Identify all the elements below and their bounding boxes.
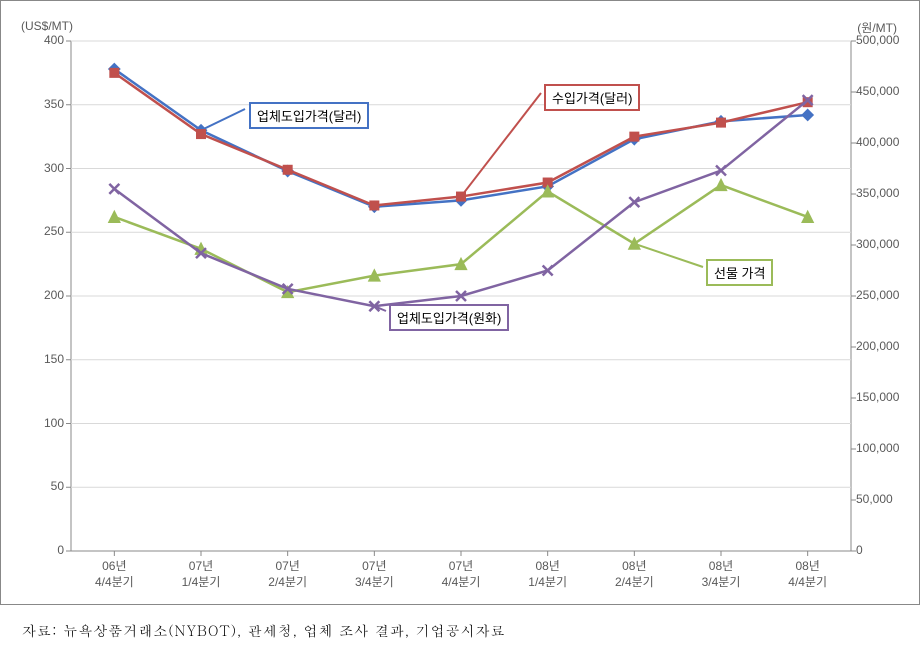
- x-tick: 08년4/4분기: [768, 559, 848, 590]
- y-tick-right: 250,000: [856, 288, 916, 302]
- x-tick: 08년2/4분기: [594, 559, 674, 590]
- legend-company_usd: 업체도입가격(달러): [249, 102, 369, 129]
- legend-import_usd: 수입가격(달러): [544, 84, 640, 111]
- x-tick: 07년2/4분기: [248, 559, 328, 590]
- source-text: 자료: 뉴욕상품거래소(NYBOT), 관세청, 업체 조사 결과, 기업공시자…: [22, 620, 506, 640]
- y-tick-right: 400,000: [856, 135, 916, 149]
- y-tick-right: 100,000: [856, 441, 916, 455]
- y-tick-right: 300,000: [856, 237, 916, 251]
- y-tick-right: 50,000: [856, 492, 916, 506]
- y-tick-left: 150: [14, 352, 64, 366]
- y-tick-left: 350: [14, 97, 64, 111]
- y-tick-left: 300: [14, 161, 64, 175]
- y-tick-left: 250: [14, 224, 64, 238]
- y-tick-left: 400: [14, 33, 64, 47]
- y-tick-right: 150,000: [856, 390, 916, 404]
- x-tick: 07년3/4분기: [334, 559, 414, 590]
- y-tick-right: 200,000: [856, 339, 916, 353]
- y-tick-right: 450,000: [856, 84, 916, 98]
- x-tick: 08년3/4분기: [681, 559, 761, 590]
- x-tick: 07년4/4분기: [421, 559, 501, 590]
- y-tick-right: 0: [856, 543, 916, 557]
- legend-company_krw: 업체도입가격(원화): [389, 304, 509, 331]
- y-tick-left: 50: [14, 479, 64, 493]
- x-tick: 08년1/4분기: [508, 559, 588, 590]
- chart-svg: [1, 1, 919, 604]
- x-tick: 06년4/4분기: [74, 559, 154, 590]
- chart-container: (US$/MT) (원/MT) 050100150200250300350400…: [0, 0, 920, 605]
- y-tick-left: 100: [14, 416, 64, 430]
- y-tick-left: 0: [14, 543, 64, 557]
- y-tick-right: 350,000: [856, 186, 916, 200]
- x-tick: 07년1/4분기: [161, 559, 241, 590]
- legend-futures: 선물 가격: [706, 259, 773, 286]
- y-tick-right: 500,000: [856, 33, 916, 47]
- y-tick-left: 200: [14, 288, 64, 302]
